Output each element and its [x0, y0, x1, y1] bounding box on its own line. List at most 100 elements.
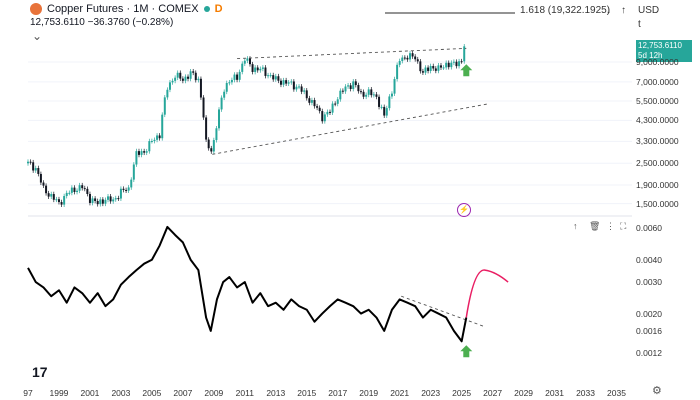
candle-body — [251, 64, 254, 72]
candle-body — [197, 78, 200, 81]
lightning-icon[interactable]: ⚡ — [457, 203, 471, 217]
candle-body — [50, 194, 53, 197]
candle-body — [256, 67, 259, 71]
candle-body — [372, 94, 375, 96]
time-tick-97: 97 — [23, 388, 33, 398]
candle-body — [367, 89, 370, 95]
candle-body — [385, 108, 388, 116]
time-tick-2027: 2027 — [483, 388, 502, 398]
candle-body — [88, 193, 91, 203]
candle-body — [65, 192, 68, 197]
candle-body — [194, 72, 197, 81]
time-tick-2009: 2009 — [204, 388, 223, 398]
down-arrow-icon[interactable]: ↓ — [606, 5, 611, 16]
candle-body — [246, 58, 249, 61]
candle-body — [215, 128, 218, 141]
candle-body — [63, 196, 66, 205]
candle-body — [171, 80, 174, 83]
candle-body — [104, 199, 107, 204]
candle-body — [78, 185, 81, 191]
candle-body — [187, 76, 190, 79]
candle-body — [334, 103, 337, 105]
time-tick-2031: 2031 — [545, 388, 564, 398]
unit-label[interactable]: t — [638, 19, 641, 30]
symbol-title[interactable]: Copper Futures · 1M · COMEX — [47, 3, 199, 15]
d-badge[interactable]: D — [214, 3, 223, 15]
time-axis: 97 1999 2001 2003 2005 2007 2009 2011 2013 2015 20… — [23, 388, 626, 398]
time-tick-2007: 2007 — [173, 388, 192, 398]
candle-body — [243, 60, 246, 64]
candle-body — [370, 89, 373, 96]
indicator-tick-label: 0.0060 — [636, 223, 662, 234]
candle-body — [326, 111, 329, 115]
candle-body — [375, 94, 378, 97]
up-arrow-icon-bottom — [460, 345, 473, 358]
candle-body — [396, 64, 399, 80]
candle-body — [298, 86, 301, 88]
indicator-tick-label: 0.0040 — [636, 254, 662, 265]
candle-body — [45, 185, 48, 194]
candle-body — [148, 141, 151, 152]
candle-body — [168, 82, 171, 90]
time-tick-2021: 2021 — [390, 388, 409, 398]
candle-body — [267, 75, 270, 77]
pane-expand-icon[interactable]: ⛶ — [620, 221, 627, 231]
candle-body — [143, 151, 146, 153]
candle-body — [57, 199, 60, 203]
pane-delete-icon[interactable]: 🗑 — [589, 221, 601, 231]
indicator-tick-label: 0.0016 — [636, 325, 662, 336]
candle-body — [158, 135, 161, 139]
candle-body — [316, 106, 319, 108]
candle-body — [218, 109, 221, 129]
up-arrow-icon-toolbar[interactable]: ↑ — [621, 5, 626, 16]
candle-body — [156, 135, 159, 140]
candle-body — [212, 140, 215, 152]
candle-body — [388, 96, 391, 109]
candle-body — [308, 98, 311, 103]
candle-body — [122, 188, 125, 190]
candle-body — [442, 67, 445, 69]
candle-body — [310, 100, 313, 103]
candle-body — [362, 91, 365, 97]
candle-body — [205, 117, 208, 140]
candle-body — [81, 185, 84, 189]
candle-body — [238, 71, 241, 80]
indicator-line — [27, 225, 509, 343]
price-readout: 12,753.6110 −36.3760 (−0.28%) — [30, 17, 173, 28]
candle-body — [380, 106, 383, 108]
candle-body — [86, 188, 89, 194]
chart-header[interactable]: Copper Futures · 1M · COMEX D — [30, 3, 223, 15]
pane-more-icon[interactable]: ⋮ — [606, 221, 615, 231]
candle-body — [130, 179, 133, 188]
candle-body — [125, 189, 128, 191]
candle-body — [76, 190, 79, 192]
candle-body — [303, 90, 306, 92]
candle-body — [264, 67, 267, 76]
time-tick-1999: 1999 — [50, 388, 69, 398]
candle-body — [230, 79, 233, 83]
candle-body — [233, 74, 236, 80]
candle-body — [460, 61, 463, 63]
candle-body — [354, 81, 357, 86]
candle-body — [458, 61, 461, 67]
candle-body — [109, 196, 112, 202]
time-tick-2005: 2005 — [142, 388, 161, 398]
candle-body — [336, 99, 339, 104]
candle-body — [176, 72, 179, 78]
chevron-down-icon[interactable]: ⌄ — [32, 29, 43, 43]
pane-up-icon[interactable]: ↑ — [573, 221, 578, 231]
indicator-tick-label: 0.0012 — [636, 348, 662, 359]
gear-icon[interactable]: ⚙ — [652, 385, 662, 397]
candle-body — [406, 57, 409, 60]
price-change: −36.3760 (−0.28%) — [87, 17, 174, 28]
candle-body — [132, 164, 135, 180]
candle-body — [331, 103, 334, 113]
candle-body — [166, 89, 169, 98]
candle-body — [101, 199, 104, 204]
time-tick-2017: 2017 — [328, 388, 347, 398]
candle-body — [199, 78, 202, 98]
candle-body — [378, 96, 381, 107]
currency-label[interactable]: USD — [638, 5, 660, 16]
candle-body — [91, 198, 94, 203]
